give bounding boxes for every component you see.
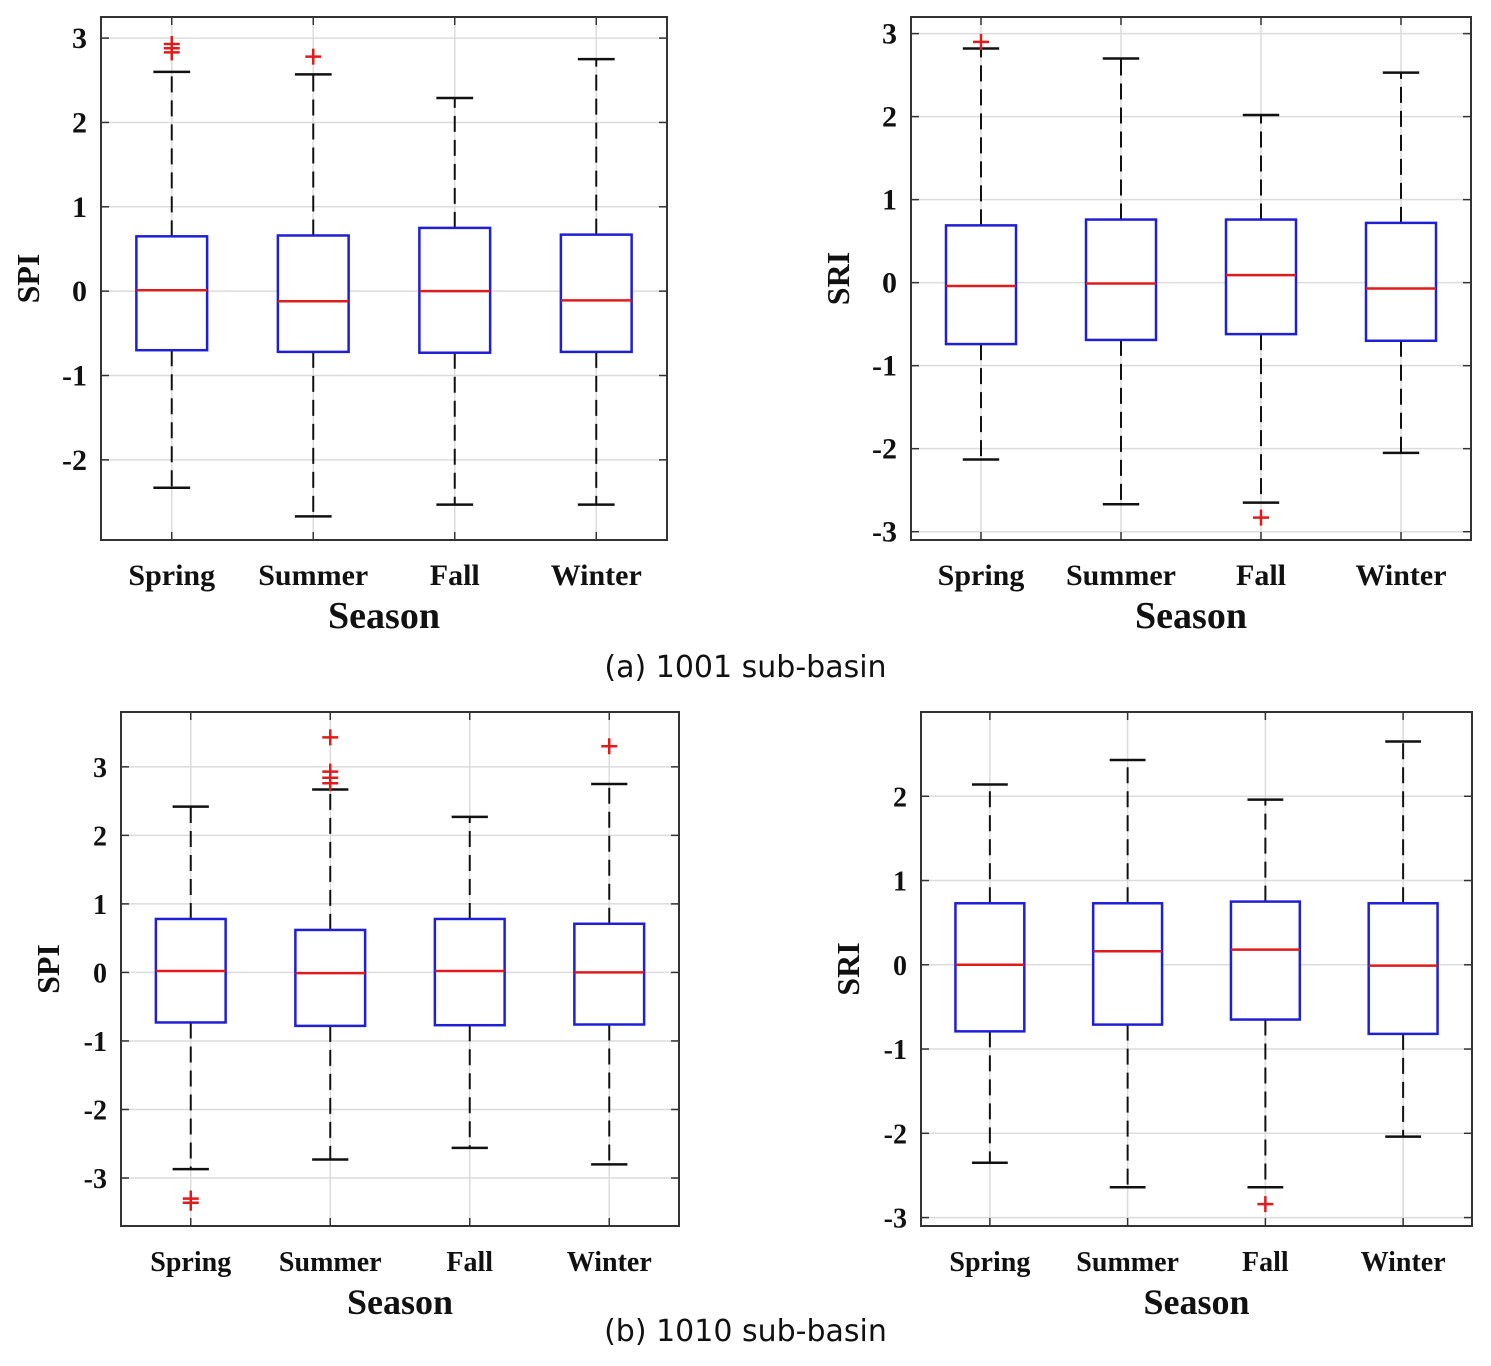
chart0-xtick-label-3: Winter (551, 559, 642, 592)
chart2-ytick-label-0: -3 (84, 1164, 107, 1195)
chart1-iqr-box-3 (1364, 221, 1438, 343)
chart3-box-summer (1091, 758, 1164, 1189)
chart1-ytick-label-1: -2 (872, 433, 897, 466)
chart1-outlier-0-0 (973, 33, 989, 50)
chart1-ytick-label-5: 2 (882, 101, 897, 134)
chart1-xtick-label-3: Winter (1355, 559, 1446, 592)
chart2-ytick-label-2: -1 (84, 1027, 107, 1058)
chart2-ytick-label-3: 0 (93, 958, 107, 989)
chart3-xtick-label-0: Spring (949, 1247, 1030, 1278)
chart0-box-summer (276, 48, 350, 518)
chart2-box-summer (294, 729, 367, 1161)
chart0-xtick-label-2: Fall (430, 559, 480, 592)
chart3-box-winter (1367, 740, 1439, 1138)
chart3-box-spring (954, 783, 1026, 1165)
chart3-ytick-label-1: -2 (884, 1119, 907, 1150)
chart3-axes-frame (920, 711, 1473, 1227)
chart3-outlier-2-0 (1257, 1196, 1274, 1213)
chart3-ytick-label-3: 0 (893, 951, 907, 982)
chart0-axes-frame (100, 16, 668, 541)
chart2-box-winter (573, 738, 646, 1166)
chart3-ylabel: SRI (830, 942, 866, 995)
chart0-iqr-box-1 (276, 234, 350, 354)
chart0-xtick-label-1: Summer (258, 559, 368, 592)
chart3-iqr-box-3 (1367, 902, 1439, 1036)
chart2-outlier-3-0 (601, 738, 618, 755)
chart0-iqr-box-3 (559, 233, 633, 354)
chart1-xtick-label-0: Spring (938, 559, 1025, 592)
chart0-outlier-1-0 (305, 48, 322, 65)
chart3-xlabel: Season (1143, 1282, 1249, 1322)
chart0-box-fall (418, 96, 492, 506)
chart1-ytick-label-3: 0 (882, 267, 897, 300)
chart0-iqr-box-0 (135, 235, 209, 352)
chart1-box-summer (1084, 57, 1158, 506)
caption-b: (b) 1010 sub-basin (604, 1314, 887, 1349)
chart0-outlier-0-2 (163, 35, 180, 52)
chart0-ytick-label-3: 1 (72, 191, 87, 224)
chart3-ytick-label-2: -1 (884, 1035, 907, 1066)
chart0-ytick-label-4: 2 (72, 106, 87, 139)
chart1-box-fall (1224, 113, 1298, 526)
chart0-xlabel: Season (328, 595, 440, 637)
chart1-ytick-label-6: 3 (882, 18, 897, 51)
chart2-outlier-0-1 (182, 1194, 199, 1211)
chart2-ytick-label-4: 1 (93, 890, 107, 921)
chart3-xtick-label-3: Winter (1361, 1247, 1446, 1278)
chart2-xlabel: Season (347, 1282, 453, 1322)
chart2-iqr-box-1 (294, 928, 367, 1028)
chart1-ytick-label-4: 1 (882, 184, 897, 217)
chart1-axes-frame (910, 16, 1472, 541)
caption-a: (a) 1001 sub-basin (604, 650, 887, 685)
chart2-xtick-label-3: Winter (567, 1247, 652, 1278)
chart2-ytick-label-1: -2 (84, 1095, 107, 1126)
chart0-ytick-label-5: 3 (72, 22, 87, 55)
chart3-iqr-box-0 (954, 902, 1026, 1033)
chart1-iqr-box-1 (1084, 218, 1158, 342)
chart2-xtick-label-0: Spring (150, 1247, 231, 1278)
chart3-iqr-box-2 (1229, 900, 1302, 1021)
chart2-xtick-label-1: Summer (279, 1247, 382, 1278)
chart2-ylabel: SPI (30, 944, 66, 994)
chart2-outlier-1-2 (322, 763, 339, 780)
chart1-box-winter (1364, 71, 1438, 455)
chart3-ytick-label-0: -3 (884, 1204, 907, 1235)
chart1-iqr-box-2 (1224, 218, 1298, 336)
chart1-box-spring (944, 33, 1018, 461)
chart3-ytick-label-5: 2 (893, 782, 907, 813)
chart2-xtick-label-2: Fall (446, 1247, 493, 1278)
chart1-ytick-label-0: -3 (872, 516, 897, 549)
chart3-iqr-box-1 (1091, 902, 1164, 1026)
chart2-axes-frame (120, 711, 680, 1227)
chart0-box-spring (135, 35, 209, 489)
chart2-box-spring (154, 805, 227, 1211)
chart1-xtick-label-2: Fall (1236, 559, 1286, 592)
chart1-outlier-2-0 (1253, 509, 1269, 526)
chart0-ytick-label-0: -2 (62, 444, 87, 477)
chart2-box-fall (433, 815, 506, 1150)
chart0-ytick-label-1: -1 (62, 360, 87, 393)
chart0-box-winter (559, 57, 633, 506)
chart2-ytick-label-6: 3 (93, 753, 107, 784)
chart0-ylabel: SPI (10, 254, 46, 304)
chart3-xtick-label-1: Summer (1076, 1247, 1179, 1278)
chart3-box-fall (1229, 798, 1302, 1213)
chart1-xtick-label-1: Summer (1066, 559, 1176, 592)
chart0-ytick-label-2: 0 (72, 275, 87, 308)
chart2-outlier-1-3 (322, 729, 339, 746)
chart1-ytick-label-2: -1 (872, 350, 897, 383)
chart3-xtick-label-2: Fall (1242, 1247, 1289, 1278)
chart1-ylabel: SRI (820, 252, 856, 305)
chart0-xtick-label-0: Spring (128, 559, 215, 592)
chart1-xlabel: Season (1135, 595, 1247, 637)
chart2-iqr-box-3 (573, 922, 646, 1026)
chart3-ytick-label-4: 1 (893, 867, 907, 898)
chart2-ytick-label-5: 2 (93, 821, 107, 852)
